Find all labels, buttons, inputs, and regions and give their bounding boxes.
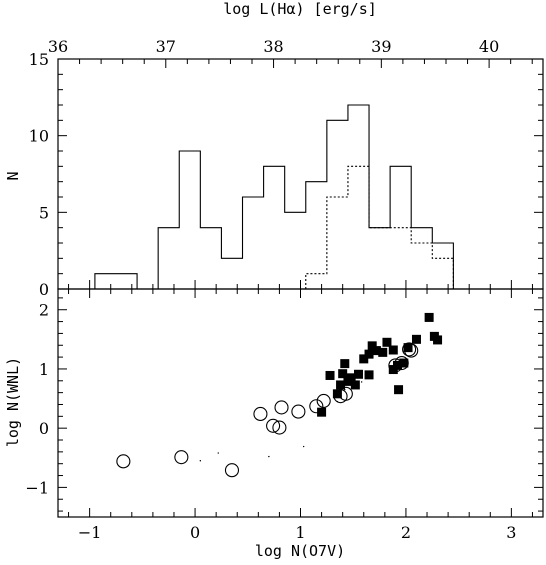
x-tick-label: 1	[295, 523, 305, 542]
open-circle-point	[309, 399, 324, 414]
filled-square-point	[332, 389, 342, 399]
filled-square-point	[353, 369, 363, 379]
open-circle-point	[174, 450, 189, 465]
filled-square-point	[382, 337, 392, 347]
filled-square-point	[403, 343, 413, 353]
y-tick-label: 15	[29, 50, 49, 69]
top-axis-tick-label: 39	[371, 37, 391, 56]
y-tick-label: 10	[29, 127, 49, 146]
filled-square-point	[399, 358, 409, 368]
open-circle-point	[224, 463, 240, 478]
dot-point	[217, 452, 219, 454]
x-tick-label: 3	[506, 523, 516, 542]
filled-square-point	[359, 354, 369, 364]
bottom-panel-ylabel: log N(WNL)	[4, 357, 22, 447]
open-circle-point	[266, 418, 281, 433]
x-tick-label: 0	[190, 523, 200, 542]
open-circle-point	[272, 420, 287, 435]
x-tick-label: 2	[401, 523, 411, 542]
filled-square-point	[378, 347, 388, 357]
dot-point	[360, 381, 363, 383]
filled-square-point	[364, 370, 374, 380]
filled-square-point	[350, 380, 360, 390]
histogram-frame	[57, 58, 544, 290]
filled-square-point	[411, 334, 421, 344]
filled-square-point	[325, 370, 335, 380]
filled-square-point	[394, 385, 404, 395]
x-tick-label: −1	[78, 523, 102, 542]
y-tick-label: 0	[39, 419, 49, 438]
open-circle-point	[253, 406, 268, 422]
y-tick-label: −1	[25, 478, 49, 497]
open-circle-point	[116, 454, 131, 469]
dot-point	[268, 455, 270, 458]
top-axis-title: log L(Hα) [erg/s]	[223, 0, 377, 18]
filled-square-point	[424, 312, 434, 322]
y-tick-label: 5	[39, 203, 49, 222]
scatter-frame	[57, 288, 544, 518]
histogram-dotted-line	[305, 165, 454, 289]
bottom-panel-xlabel: log N(O7V)	[255, 542, 345, 560]
top-axis-tick-label: 36	[48, 37, 68, 56]
scatter-panel: −1 0 1 2 −1 0 1 2 3	[25, 288, 544, 542]
dot-point	[302, 445, 305, 448]
filled-square-point	[433, 335, 443, 345]
filled-square-point	[393, 360, 402, 370]
top-axis-tick-label: 38	[263, 37, 283, 56]
filled-square-point	[346, 373, 356, 383]
open-circle-point	[316, 393, 331, 408]
y-tick-label: 0	[39, 280, 49, 299]
dot-point	[365, 372, 367, 375]
top-panel-ylabel: N	[4, 171, 22, 180]
filled-square-point	[371, 346, 381, 356]
top-axis-tick-label: 37	[156, 37, 176, 56]
dot-point	[199, 460, 202, 462]
filled-square-point	[367, 341, 377, 351]
open-circle-point	[291, 404, 306, 419]
y-tick-label: 2	[39, 301, 49, 320]
filled-square-point	[340, 359, 350, 369]
open-circle-point	[402, 342, 417, 357]
dot-point	[336, 400, 339, 403]
filled-square-point	[336, 380, 346, 390]
open-circle-point	[274, 400, 289, 415]
filled-square-point	[388, 345, 398, 355]
filled-square-point	[338, 369, 348, 379]
filled-square-point	[317, 407, 327, 417]
top-axis-tick-label: 40	[479, 37, 499, 56]
histogram-panel: 36 37 38 39 40 0 5 10 15	[29, 37, 544, 299]
histogram-solid-line	[94, 104, 454, 290]
y-tick-label: 1	[39, 360, 49, 379]
filled-square-point	[364, 349, 374, 359]
dot-point	[344, 388, 346, 391]
